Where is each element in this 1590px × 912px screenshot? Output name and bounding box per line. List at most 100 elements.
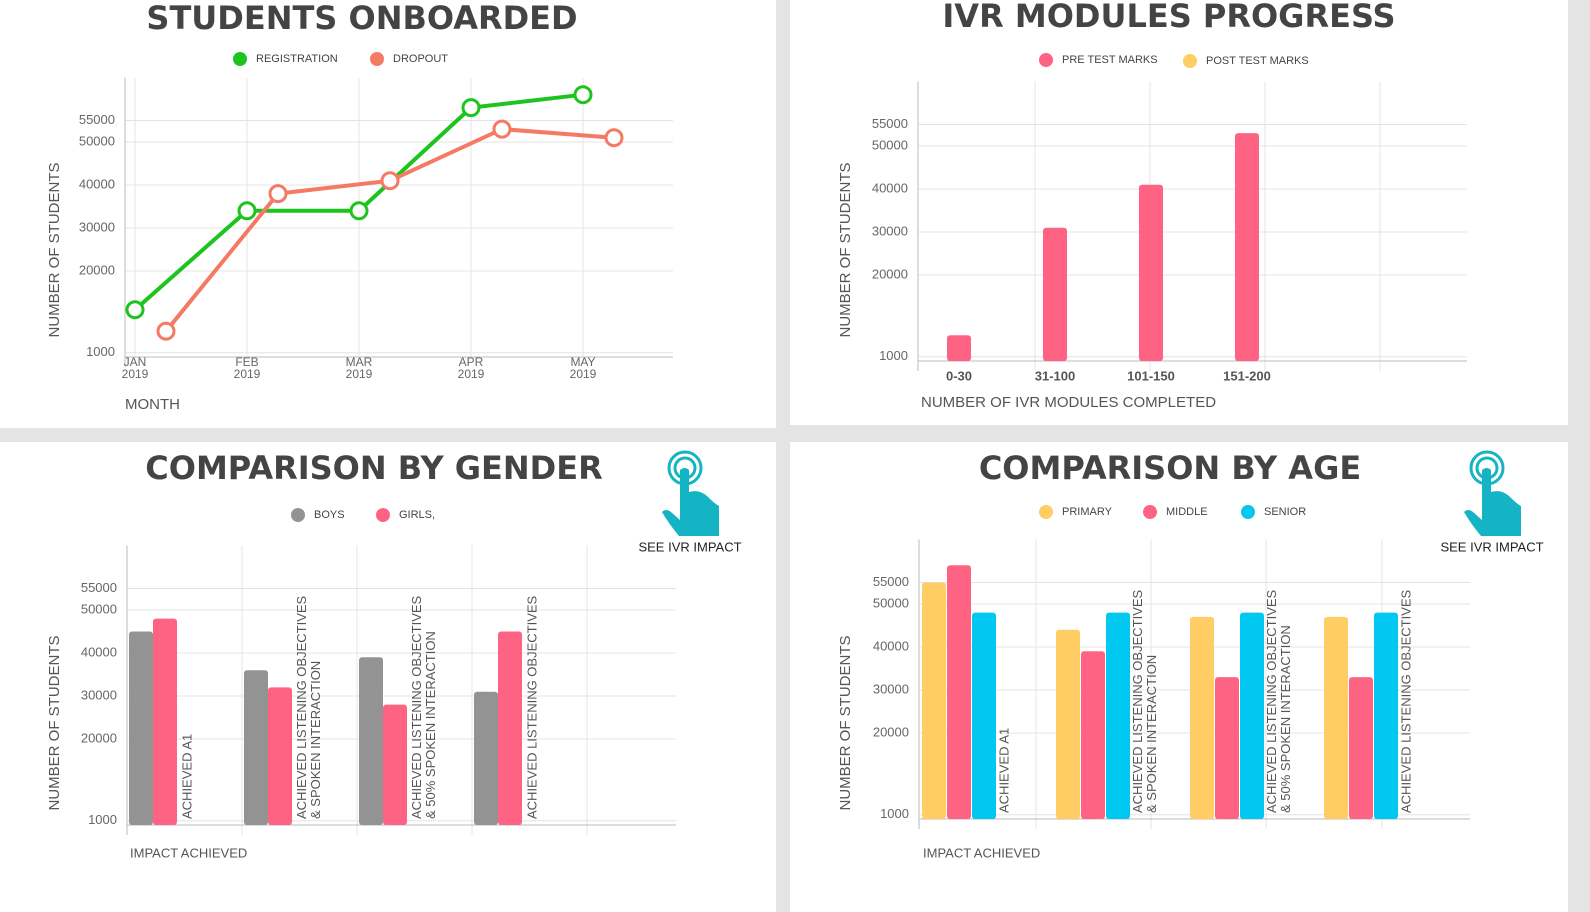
x-tick-label: APR 2019 bbox=[458, 355, 485, 381]
x-tick-label: 31-100 bbox=[1035, 368, 1075, 383]
y-tick-label: 50000 bbox=[79, 133, 115, 148]
y-tick-label: 20000 bbox=[873, 724, 909, 739]
y-tick-label: 1000 bbox=[879, 348, 908, 363]
panel bbox=[0, 0, 776, 428]
legend-label: BOYS bbox=[314, 509, 345, 521]
bar bbox=[359, 657, 383, 825]
y-tick-label: 40000 bbox=[873, 638, 909, 653]
chart-title: IVR MODULES PROGRESS bbox=[942, 0, 1395, 35]
point bbox=[125, 300, 145, 320]
bar bbox=[1374, 612, 1398, 819]
bar bbox=[153, 618, 177, 825]
x-axis-label: IMPACT ACHIEVED bbox=[130, 845, 247, 860]
bar bbox=[1043, 227, 1067, 361]
y-axis-label: NUMBER OF STUDENTS bbox=[46, 635, 63, 810]
y-tick-label: 20000 bbox=[872, 266, 908, 281]
x-tick-label: MAY 2019 bbox=[570, 355, 597, 381]
y-tick-label: 20000 bbox=[81, 730, 117, 745]
legend-swatch bbox=[370, 52, 384, 66]
x-tick-label: ACHIEVED LISTENING OBJECTIVES& SPOKEN IN… bbox=[294, 595, 323, 819]
bar bbox=[1215, 677, 1239, 819]
bar bbox=[268, 687, 292, 825]
legend-label: DROPOUT bbox=[393, 53, 448, 65]
y-tick-label: 1000 bbox=[88, 812, 117, 827]
legend-label: POST TEST MARKS bbox=[1206, 55, 1309, 67]
x-tick-label: ACHIEVED A1 bbox=[996, 728, 1011, 813]
bar bbox=[129, 631, 153, 825]
x-tick-label: ACHIEVED LISTENING OBJECTIVES bbox=[524, 595, 539, 819]
x-axis-label: MONTH bbox=[125, 396, 180, 413]
legend-swatch bbox=[1183, 54, 1197, 68]
bar bbox=[383, 704, 407, 825]
bar bbox=[1106, 612, 1130, 819]
legend-label: PRE TEST MARKS bbox=[1062, 54, 1158, 66]
x-tick-label: ACHIEVED LISTENING OBJECTIVES& SPOKEN IN… bbox=[1130, 589, 1159, 813]
legend-swatch bbox=[1039, 53, 1053, 67]
bar bbox=[922, 582, 946, 819]
legend-label: PRIMARY bbox=[1062, 506, 1113, 518]
x-tick-label: 151-200 bbox=[1223, 368, 1271, 383]
y-axis-label: NUMBER OF STUDENTS bbox=[837, 635, 854, 810]
legend-label: GIRLS, bbox=[399, 509, 435, 521]
point bbox=[380, 171, 400, 191]
x-tick-label: MAR 2019 bbox=[346, 355, 373, 381]
bar bbox=[972, 612, 996, 819]
hand-icon bbox=[1464, 468, 1521, 536]
x-tick-label: ACHIEVED LISTENING OBJECTIVES bbox=[1398, 589, 1413, 813]
bar bbox=[1081, 651, 1105, 819]
point bbox=[492, 119, 512, 139]
y-tick-label: 55000 bbox=[872, 116, 908, 131]
x-axis-label: IMPACT ACHIEVED bbox=[923, 845, 1040, 860]
bar bbox=[244, 670, 268, 825]
panel bbox=[790, 442, 1568, 912]
y-axis-label: NUMBER OF STUDENTS bbox=[46, 162, 63, 337]
y-tick-label: 40000 bbox=[872, 180, 908, 195]
bar bbox=[1190, 616, 1214, 819]
chart-title: STUDENTS ONBOARDED bbox=[146, 0, 577, 37]
y-tick-label: 50000 bbox=[81, 601, 117, 616]
see-ivr-impact-button[interactable]: SEE IVR IMPACT bbox=[638, 450, 742, 554]
x-tick-label: JAN 2019 bbox=[122, 355, 149, 381]
bar bbox=[1056, 629, 1080, 819]
button-label: SEE IVR IMPACT bbox=[638, 539, 741, 554]
legend-swatch bbox=[1241, 505, 1255, 519]
point bbox=[604, 128, 624, 148]
x-tick-label: FEB 2019 bbox=[234, 355, 261, 381]
x-tick-label: ACHIEVED LISTENING OBJECTIVES& 50% SPOKE… bbox=[409, 595, 438, 819]
x-tick-label: 0-30 bbox=[946, 368, 972, 383]
point bbox=[461, 98, 481, 118]
bar bbox=[498, 631, 522, 825]
legend-label: SENIOR bbox=[1264, 506, 1306, 518]
y-tick-label: 20000 bbox=[79, 262, 115, 277]
bar bbox=[947, 335, 971, 361]
legend-swatch bbox=[376, 508, 390, 522]
point bbox=[156, 321, 176, 341]
legend-swatch bbox=[1143, 505, 1157, 519]
point bbox=[349, 201, 369, 221]
y-tick-label: 55000 bbox=[79, 112, 115, 127]
button-label: SEE IVR IMPACT bbox=[1440, 539, 1543, 554]
y-tick-label: 50000 bbox=[872, 137, 908, 152]
x-tick-label: 101-150 bbox=[1127, 368, 1175, 383]
y-tick-label: 1000 bbox=[880, 806, 909, 821]
legend-swatch bbox=[291, 508, 305, 522]
hand-icon bbox=[662, 468, 719, 536]
legend-swatch bbox=[1039, 505, 1053, 519]
x-tick-label: ACHIEVED A1 bbox=[179, 734, 194, 819]
y-tick-label: 30000 bbox=[79, 219, 115, 234]
point bbox=[573, 85, 593, 105]
y-tick-label: 30000 bbox=[873, 681, 909, 696]
y-tick-label: 50000 bbox=[873, 595, 909, 610]
x-tick-label: ACHIEVED LISTENING OBJECTIVES& 50% SPOKE… bbox=[1264, 589, 1293, 813]
see-ivr-impact-button[interactable]: SEE IVR IMPACT bbox=[1440, 450, 1544, 554]
y-tick-label: 1000 bbox=[86, 344, 115, 359]
bar bbox=[1349, 677, 1373, 819]
legend-label: REGISTRATION bbox=[256, 53, 338, 65]
point bbox=[237, 201, 257, 221]
y-tick-label: 30000 bbox=[81, 687, 117, 702]
bar bbox=[1139, 184, 1163, 361]
bar bbox=[947, 565, 971, 819]
y-tick-label: 55000 bbox=[873, 574, 909, 589]
